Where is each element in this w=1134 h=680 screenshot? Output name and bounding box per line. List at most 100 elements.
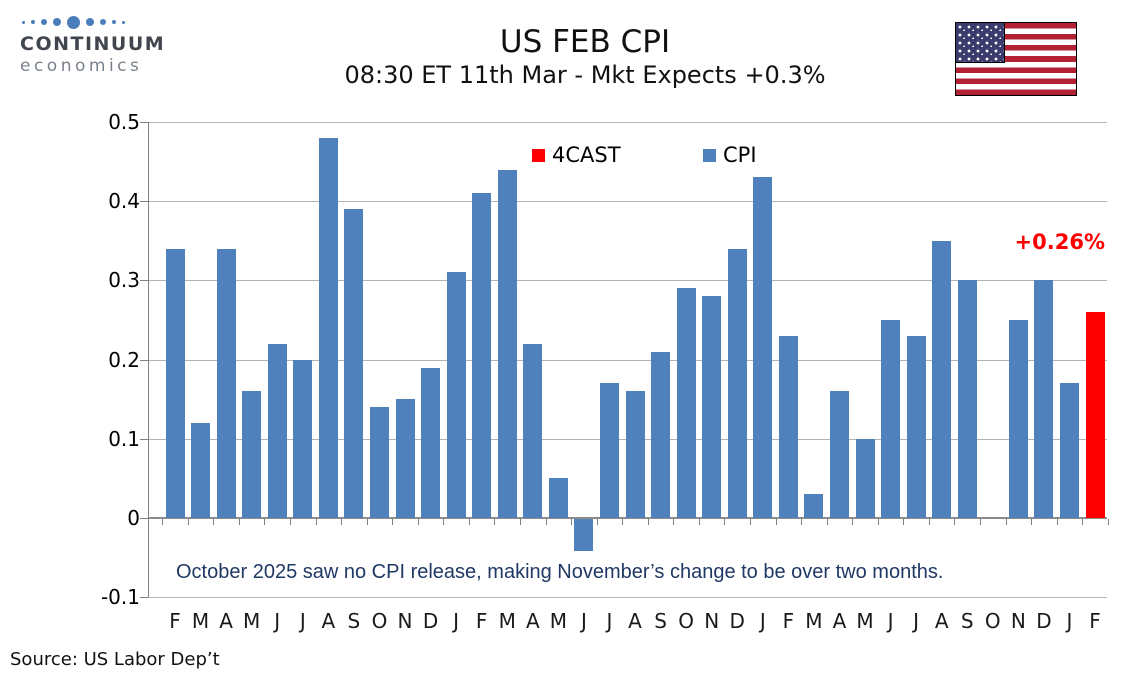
cpi-bar [829,391,849,518]
chart-annotation: October 2025 saw no CPI release, making … [176,561,944,583]
cpi-bar [191,422,211,518]
page-title: US FEB CPI [499,24,671,60]
x-axis-label: S [654,609,667,633]
source-note: Source: US Labor Dep’t [10,649,220,670]
x-axis-tick [341,519,343,525]
x-axis-label: J [606,609,613,633]
x-axis-label: A [321,609,336,633]
x-axis-tick [826,519,828,525]
y-axis-tick [140,280,148,282]
x-axis-tick [596,519,598,525]
x-axis-tick [928,519,930,525]
x-axis-label: F [169,609,181,633]
x-axis-tick [775,519,777,525]
gridline [148,359,1107,361]
legend-item-4cast: 4CAST [532,143,621,167]
x-axis-label: O [371,609,388,633]
x-axis-label: A [525,609,540,633]
x-axis-label: J [887,609,894,633]
cpi-bar [293,359,313,518]
page-subtitle: 08:30 ET 11th Mar - Mkt Expects +0.3% [344,61,826,89]
cpi-bar [1008,320,1028,518]
x-axis-tick [545,519,547,525]
x-axis-tick [1056,519,1058,525]
x-axis-tick [647,519,649,525]
x-axis-label: N [704,609,720,633]
x-axis-label: J [299,609,306,633]
forecast-bar [1085,312,1105,518]
x-axis-tick [290,519,291,525]
x-axis-label: M [243,609,261,633]
y-axis-label: 0.1 [108,426,140,451]
x-axis-tick [494,519,496,525]
y-axis-label: 0 [127,506,140,530]
x-axis-label: M [498,609,516,633]
cpi-bar [906,335,926,518]
x-axis-tick [724,519,726,525]
x-axis-label: M [805,609,823,633]
logo-text-primary: CONTINUUM [20,33,166,55]
cpi-bar [625,391,645,518]
x-axis-label: D [422,609,439,633]
x-axis-label: D [729,609,745,633]
y-axis-tick [140,201,148,203]
x-axis-label: J [274,609,281,633]
y-axis-tick [140,597,148,599]
x-axis-tick [417,519,419,525]
x-axis-tick [366,519,368,525]
x-axis-label: M [191,609,210,633]
cpi-bar [369,407,389,518]
cpi-bar [881,320,901,518]
x-axis-label: A [832,609,847,633]
x-axis-label: J [580,609,587,633]
cpi-bar [778,335,798,518]
x-axis-label: F [475,609,488,633]
gridline [148,122,1107,123]
cpi-bar [1034,280,1054,518]
y-axis-tick [140,122,148,123]
forecast-value-label: +0.26% [1014,230,1105,254]
x-axis-label: J [453,609,460,633]
x-axis-tick [954,519,956,525]
x-axis-label: N [1010,609,1026,633]
cpi-bar [702,296,722,518]
x-axis-label: J [1066,609,1073,633]
cpi-bar [932,240,952,518]
y-axis-tick [140,438,148,440]
us-flag-icon [955,22,1077,96]
cpi-bar [548,478,568,518]
cpi-bar [676,288,696,518]
x-axis-label: O [984,609,1001,633]
x-axis-tick [520,519,522,525]
x-axis-tick [264,519,266,525]
cpi-bar [651,351,671,518]
cpi-bar [446,272,466,518]
x-axis-tick [852,519,854,525]
cpi-bar [216,248,236,518]
x-axis-tick [162,519,164,525]
x-axis-tick [1031,519,1033,525]
cpi-bar [523,343,543,518]
cpi-bar [242,391,262,518]
cpi-bar [318,137,338,518]
cpi-bar [421,367,441,518]
y-axis-line [148,122,149,598]
x-axis-label: F [1089,609,1101,633]
y-axis-label: 0.5 [108,110,140,134]
x-axis-tick [673,519,675,525]
y-axis-tick [140,359,148,361]
cpi-bar [1059,383,1079,518]
legend-item-cpi: CPI [703,143,757,167]
x-axis-tick [392,519,394,525]
x-axis-label: J [913,609,920,633]
y-axis-tick [140,518,148,519]
x-axis-tick [468,519,470,525]
x-axis-label: A [934,609,949,633]
logo-text-secondary: economics [20,56,143,76]
x-axis-label: D [1036,609,1052,633]
cpi-bar [727,248,747,518]
x-axis-label: M [856,609,874,633]
gridline [148,280,1107,282]
cpi-bar [753,177,773,518]
